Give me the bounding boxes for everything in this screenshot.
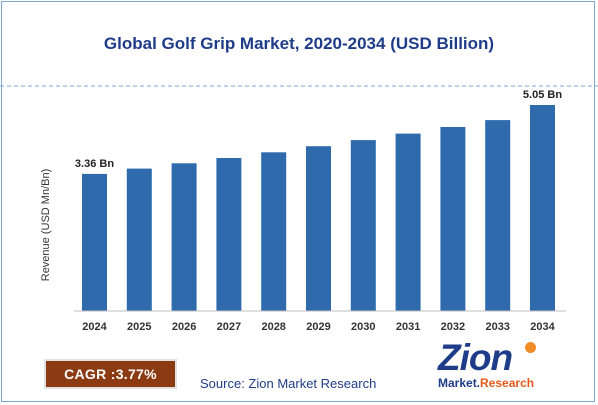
x-tick-label-2026: 2026 [172, 321, 196, 333]
cagr-badge: CAGR : 3.77% [44, 359, 177, 389]
x-tick-label-2030: 2030 [351, 321, 375, 333]
bar-2034 [530, 105, 555, 311]
x-tick-label-2029: 2029 [306, 321, 330, 333]
bar-2033 [485, 120, 511, 311]
logo-tagline: Market.Research [438, 376, 535, 390]
bar-2025 [126, 168, 152, 311]
bar-2032 [440, 127, 466, 311]
x-tick-label-2028: 2028 [261, 321, 285, 333]
source-note: Source: Zion Market Research [200, 376, 377, 391]
bar-2026 [171, 163, 197, 311]
data-label-2024: 3.36 Bn [75, 158, 114, 170]
logo-dot-icon [525, 342, 536, 353]
x-tick-label-2025: 2025 [127, 321, 151, 333]
cagr-value: 3.77% [115, 366, 157, 382]
data-label-2034: 5.05 Bn [523, 89, 562, 101]
y-axis-label: Revenue (USD Mn/Bn) [40, 168, 52, 282]
bar-2030 [350, 140, 376, 311]
x-tick-label-2031: 2031 [396, 321, 420, 333]
bar-2029 [306, 146, 331, 311]
x-tick-label-2033: 2033 [485, 321, 509, 333]
cagr-label: CAGR : [64, 366, 116, 382]
x-tick-label-2034: 2034 [530, 321, 555, 333]
logo-wordmark: Zion [438, 337, 513, 378]
bar-2031 [395, 133, 421, 311]
x-tick-label-2024: 2024 [82, 321, 107, 333]
x-tick-label-2027: 2027 [217, 321, 241, 333]
chart-title: Global Golf Grip Market, 2020-2034 (USD … [103, 34, 495, 53]
bar-2024 [82, 173, 107, 311]
bar-2028 [261, 152, 287, 311]
zion-market-research-logo: Zion Market.Research [434, 338, 552, 392]
bar-2027 [216, 158, 242, 311]
x-tick-label-2032: 2032 [441, 321, 465, 333]
